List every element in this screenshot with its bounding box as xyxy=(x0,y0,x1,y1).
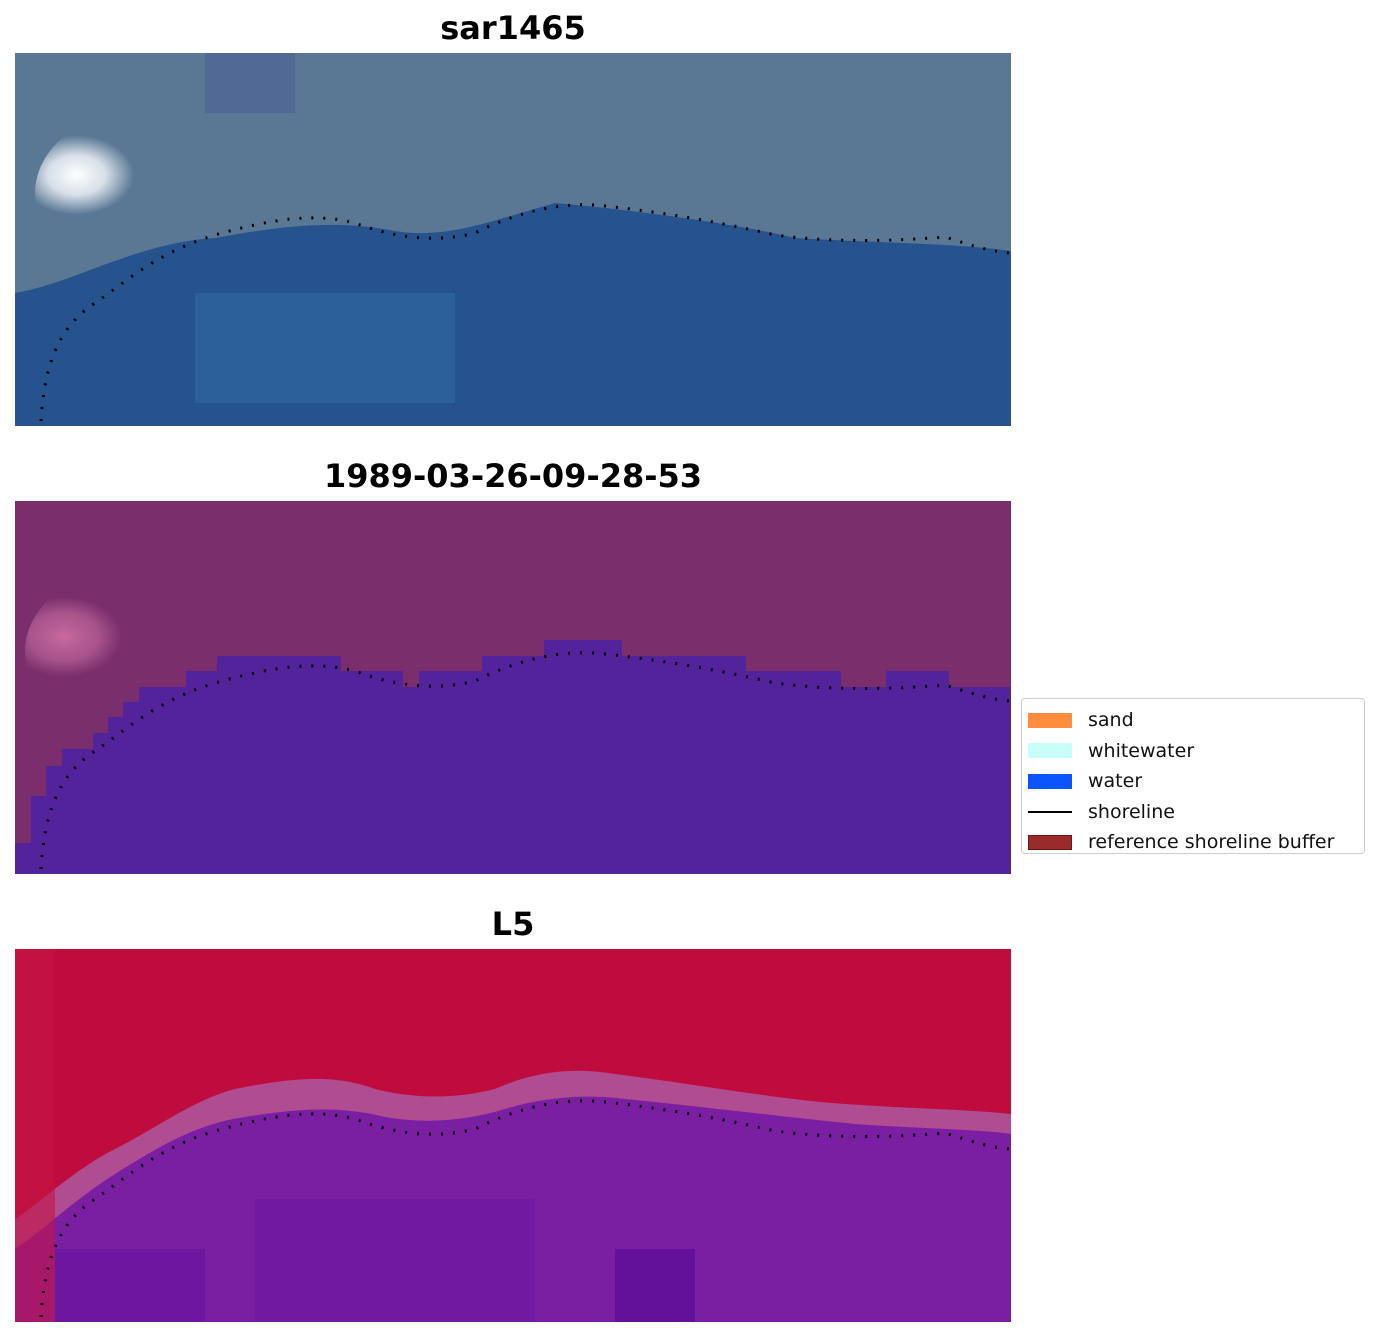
legend-item-water: water xyxy=(1028,766,1358,797)
legend-swatch-shoreline xyxy=(1028,810,1072,813)
legend-item-sand: sand xyxy=(1028,705,1358,736)
legend-item-whitewater: whitewater xyxy=(1028,736,1358,767)
legend-label: sand xyxy=(1088,709,1134,732)
panel-title-2: 1989-03-26-09-28-53 xyxy=(323,457,703,495)
legend-swatch-water xyxy=(1028,773,1072,789)
panel-index-image xyxy=(15,949,1011,1322)
water-region xyxy=(15,203,1011,426)
shoreline xyxy=(39,1099,1011,1318)
legend-swatch-whitewater xyxy=(1028,743,1072,759)
legend-swatch-reference-buffer xyxy=(1028,834,1072,850)
shoreline xyxy=(39,651,1011,870)
panel-rgb-image xyxy=(15,53,1011,426)
legend-item-reference-buffer: reference shoreline buffer xyxy=(1028,827,1358,858)
legend: sand whitewater water shoreline referenc… xyxy=(1021,698,1365,854)
panel-title-3: L5 xyxy=(491,905,535,943)
whitewater-glare xyxy=(35,103,295,283)
legend-label: shoreline xyxy=(1088,800,1175,823)
legend-label: reference shoreline buffer xyxy=(1088,831,1335,854)
shoreline xyxy=(39,203,1011,422)
water-region xyxy=(15,640,1011,874)
panel-classification-image xyxy=(15,501,1011,874)
panel-title-1: sar1465 xyxy=(440,9,586,47)
legend-swatch-sand xyxy=(1028,712,1072,728)
legend-label: whitewater xyxy=(1088,739,1195,762)
legend-label: water xyxy=(1088,770,1143,793)
legend-item-shoreline: shoreline xyxy=(1028,797,1358,828)
